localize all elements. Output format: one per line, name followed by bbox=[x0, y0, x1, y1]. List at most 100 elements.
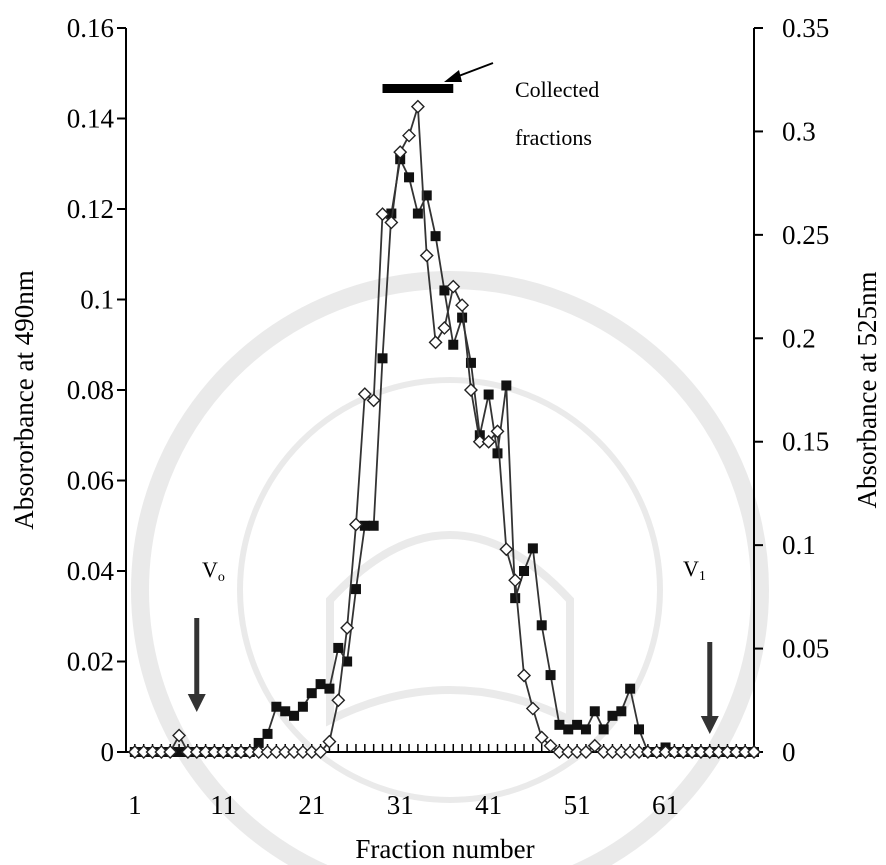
left-y-tick-label: 0.02 bbox=[67, 647, 114, 677]
series-1-point bbox=[324, 683, 335, 694]
vo-arrow-head bbox=[187, 694, 206, 712]
series-2-point bbox=[534, 730, 549, 745]
series-2-point bbox=[517, 668, 532, 683]
series-1-point bbox=[412, 208, 423, 219]
series-1-point bbox=[333, 642, 344, 653]
series-2-point bbox=[366, 393, 381, 408]
left-y-axis-title: Absororbance at 490nm bbox=[9, 270, 39, 529]
series-2-point bbox=[313, 745, 328, 759]
series-1-point bbox=[536, 620, 547, 631]
vo-label: Vo bbox=[202, 557, 225, 585]
series-2-point bbox=[410, 99, 425, 114]
series-2-point bbox=[384, 215, 399, 230]
series-1-point bbox=[607, 710, 618, 721]
series-1-point bbox=[377, 353, 388, 364]
series-2-point bbox=[402, 128, 417, 143]
series-1-point bbox=[554, 719, 565, 730]
collected-pointer-arrowhead bbox=[444, 70, 462, 82]
series-1-point bbox=[572, 719, 583, 730]
x-tick-label: 11 bbox=[210, 790, 236, 820]
series-2-point bbox=[525, 701, 540, 716]
right-y-tick-label: 0.05 bbox=[782, 634, 829, 664]
series-1-point bbox=[580, 724, 591, 735]
series-1-point bbox=[457, 312, 468, 323]
series-2-point bbox=[508, 573, 523, 588]
x-tick-label: 61 bbox=[652, 790, 679, 820]
series-1-point bbox=[404, 172, 415, 183]
series-2-point bbox=[747, 745, 761, 759]
right-y-tick-label: 0.35 bbox=[782, 13, 829, 43]
right-y-tick-label: 0.15 bbox=[782, 427, 829, 457]
series-1-point bbox=[545, 670, 556, 681]
series-1-point bbox=[174, 747, 185, 757]
left-y-tick-label: 0.16 bbox=[67, 13, 114, 43]
vt-label: V1 bbox=[683, 556, 706, 584]
series-1-point bbox=[350, 584, 361, 595]
right-y-tick-label: 0.1 bbox=[782, 530, 816, 560]
series-1-point bbox=[625, 683, 636, 694]
series-2-point bbox=[481, 434, 496, 449]
series-2-point bbox=[322, 734, 337, 749]
series-1-point bbox=[262, 728, 273, 739]
series-2-point bbox=[428, 335, 443, 350]
left-y-tick-label: 0.12 bbox=[67, 194, 114, 224]
series-1-point bbox=[289, 710, 300, 721]
series-2-point bbox=[393, 145, 408, 160]
vt-arrow-head bbox=[700, 716, 719, 734]
series-1-point bbox=[386, 208, 397, 219]
series-1-point bbox=[598, 724, 609, 735]
series-1-point bbox=[519, 566, 530, 576]
collected-label-line1: Collected bbox=[515, 77, 599, 102]
series-1-point bbox=[253, 737, 264, 748]
right-y-tick-label: 0 bbox=[782, 737, 796, 767]
series-1-point bbox=[297, 701, 308, 712]
x-tick-label: 31 bbox=[387, 790, 414, 820]
series-1-point bbox=[563, 724, 574, 735]
series-1-point bbox=[501, 380, 512, 391]
x-tick-label: 51 bbox=[564, 790, 591, 820]
series-1-point bbox=[448, 339, 459, 350]
chart-axes bbox=[125, 28, 755, 753]
left-y-tick-label: 0.08 bbox=[67, 375, 114, 405]
left-y-tick-label: 0.04 bbox=[67, 556, 115, 586]
collected-label-line2: fractions bbox=[515, 125, 592, 150]
vt-label-main: V bbox=[683, 556, 699, 581]
vo-label-main: V bbox=[202, 557, 218, 582]
vo-label-sub: o bbox=[218, 570, 225, 585]
series-1-point bbox=[306, 688, 317, 699]
series-2-point bbox=[499, 542, 514, 557]
series-2-point bbox=[587, 738, 602, 753]
series-1-point bbox=[589, 706, 600, 717]
series-1-point bbox=[634, 724, 645, 735]
series-2-point bbox=[463, 383, 478, 397]
x-tick-label: 41 bbox=[475, 790, 502, 820]
right-y-tick-label: 0.3 bbox=[782, 116, 816, 146]
left-y-tick-label: 0.1 bbox=[80, 285, 114, 315]
series-1-point bbox=[430, 231, 441, 242]
series-2-point bbox=[455, 298, 470, 313]
chart-annotations bbox=[187, 62, 719, 734]
series-2-point bbox=[437, 320, 452, 335]
series-2-point bbox=[446, 279, 461, 294]
collected-fractions-bar bbox=[382, 84, 454, 93]
series-1-point bbox=[368, 520, 379, 531]
series-1-point bbox=[280, 706, 291, 717]
x-tick-label: 1 bbox=[128, 790, 142, 820]
left-y-tick-label: 0.14 bbox=[67, 104, 115, 134]
series-1-point bbox=[492, 448, 503, 459]
series-1-point bbox=[527, 543, 538, 554]
series-2-point bbox=[490, 424, 505, 439]
left-y-tick-label: 0.06 bbox=[67, 466, 114, 496]
series-2-point bbox=[172, 728, 187, 743]
series-1-point bbox=[421, 190, 432, 201]
series-1-point bbox=[359, 520, 370, 531]
right-y-tick-label: 0.25 bbox=[782, 220, 829, 250]
series-1-point bbox=[271, 701, 282, 712]
series-2-point bbox=[578, 745, 593, 759]
chart-ticks: 0 0.02 0.04 0.06 0.08 0.1 0.12 0.14 0.16 0 0.05 0.1… bbox=[67, 13, 830, 820]
series-2-point bbox=[543, 738, 558, 753]
x-axis-title: Fraction number bbox=[355, 834, 534, 864]
vt-label-sub: 1 bbox=[699, 569, 706, 584]
series-2-point bbox=[357, 387, 372, 402]
